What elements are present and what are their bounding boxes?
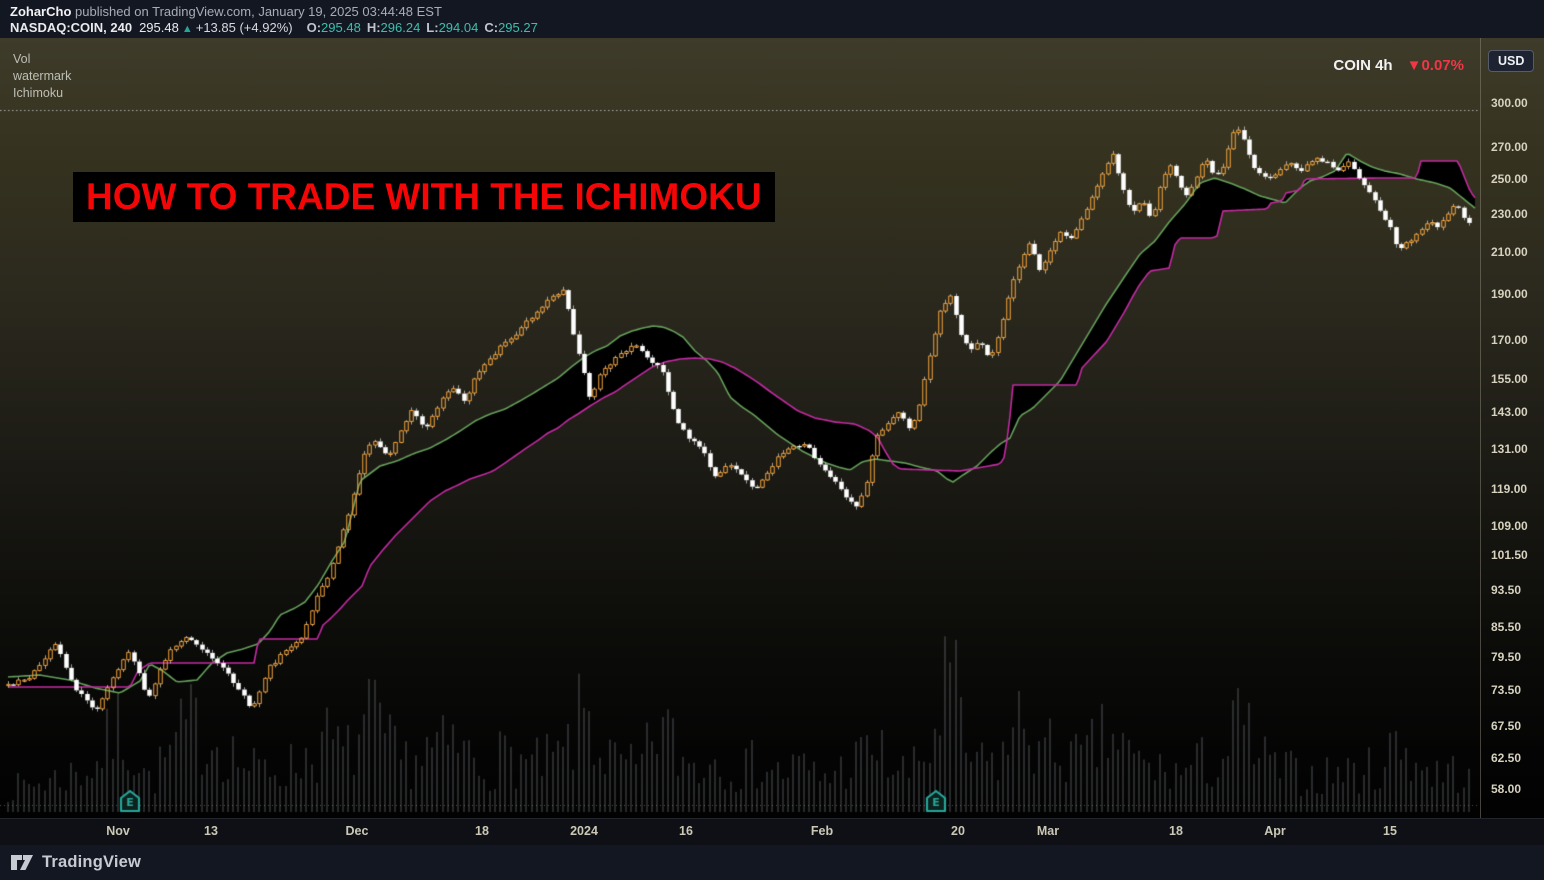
time-tick: 16 bbox=[679, 824, 693, 838]
price-axis[interactable]: USD 300.00 270.00 250.00 230.00 210.00 190.00… bbox=[1480, 38, 1544, 818]
price-tick: 155.00 bbox=[1491, 371, 1528, 386]
price-tick: 300.00 bbox=[1491, 96, 1528, 110]
watermark-change: ▼0.07% bbox=[1406, 57, 1464, 74]
time-tick: Mar bbox=[1036, 824, 1060, 838]
chart-pane: Vol watermark Ichimoku COIN 4h ▼0.07% HOW… bbox=[0, 38, 1544, 818]
symbol-line: NASDAQ:COIN, 240 295.48 ▲ +13.85 (+4.92%) O:… bbox=[10, 20, 1544, 37]
legend-item-ichimoku[interactable]: Ichimoku bbox=[13, 86, 64, 100]
time-tick: 2024 bbox=[570, 824, 598, 838]
watermark-symbol: COIN 4h bbox=[1333, 57, 1393, 74]
price-tick: 131.00 bbox=[1491, 441, 1528, 456]
price-tick: 67.50 bbox=[1491, 718, 1522, 733]
down-triangle-icon: ▼ bbox=[1406, 57, 1422, 74]
price-tick: 93.50 bbox=[1491, 582, 1522, 597]
tradingview-logo-icon[interactable] bbox=[10, 852, 35, 873]
time-tick: Apr bbox=[1264, 824, 1286, 838]
price-tick: 250.00 bbox=[1491, 172, 1528, 187]
currency-toggle-button[interactable]: USD bbox=[1488, 50, 1535, 72]
low-value: 294.04 bbox=[438, 20, 479, 35]
publish-info-bar: ZoharCho published on TradingView.com, J… bbox=[0, 0, 1544, 38]
price-tick: 58.00 bbox=[1491, 781, 1522, 796]
symbol-watermark: COIN 4h ▼0.07% bbox=[1333, 57, 1464, 74]
close-label: C: bbox=[484, 20, 499, 35]
price-tick: 230.00 bbox=[1491, 206, 1528, 221]
footer-bar: TradingView bbox=[0, 845, 1544, 880]
price-tick: 73.50 bbox=[1491, 683, 1522, 698]
published-text: published on TradingView.com, January 19… bbox=[71, 4, 442, 19]
tradingview-brand-text[interactable]: TradingView bbox=[42, 853, 142, 871]
close-value: 295.27 bbox=[498, 20, 538, 35]
time-tick: Feb bbox=[810, 824, 834, 838]
chart-title-overlay: HOW TO TRADE WITH THE ICHIMOKU bbox=[73, 172, 775, 222]
legend-item-watermark[interactable]: watermark bbox=[13, 69, 72, 83]
up-arrow-icon: ▲ bbox=[181, 23, 193, 35]
open-label: O: bbox=[306, 20, 322, 35]
high-label: H: bbox=[366, 20, 381, 35]
low-label: L: bbox=[426, 20, 439, 35]
legend-item-vol[interactable]: Vol bbox=[13, 52, 31, 66]
published-line: ZoharCho published on TradingView.com, J… bbox=[10, 4, 1544, 20]
price-tick: 109.00 bbox=[1491, 518, 1528, 533]
price-tick: 190.00 bbox=[1491, 286, 1528, 301]
title-text: HOW TO TRADE WITH THE ICHIMOKU bbox=[86, 176, 762, 217]
author-name: ZoharCho bbox=[10, 4, 72, 19]
price-tick: 210.00 bbox=[1491, 244, 1528, 259]
price-tick: 101.50 bbox=[1491, 548, 1528, 563]
time-tick: 18 bbox=[1169, 824, 1183, 838]
price-tick: 170.00 bbox=[1491, 333, 1528, 348]
time-tick: Dec bbox=[345, 824, 369, 838]
time-tick: 18 bbox=[475, 824, 489, 838]
price-tick: 62.50 bbox=[1491, 750, 1522, 765]
price-tick: 85.50 bbox=[1491, 619, 1522, 634]
time-tick: Nov bbox=[106, 824, 130, 838]
indicator-legend[interactable]: Vol watermark Ichimoku bbox=[13, 51, 71, 102]
time-tick: 13 bbox=[204, 824, 218, 838]
price-tick: 79.50 bbox=[1491, 650, 1522, 665]
time-axis[interactable]: Nov 13 Dec 18 2024 16 Feb 20 Mar 18 Apr 15 bbox=[0, 818, 1544, 845]
price-tick: 143.00 bbox=[1491, 405, 1528, 420]
open-value: 295.48 bbox=[321, 20, 361, 35]
high-value: 296.24 bbox=[380, 20, 421, 35]
price-change: +13.85 (+4.92%) bbox=[195, 20, 293, 35]
price-tick: 119.00 bbox=[1491, 481, 1528, 496]
last-price: 295.48 bbox=[139, 20, 179, 35]
time-tick: 15 bbox=[1383, 824, 1397, 838]
price-chart-canvas[interactable] bbox=[0, 38, 1480, 818]
symbol-name: NASDAQ:COIN, 240 bbox=[10, 20, 133, 35]
price-tick: 270.00 bbox=[1491, 139, 1528, 154]
time-tick: 20 bbox=[951, 824, 965, 838]
